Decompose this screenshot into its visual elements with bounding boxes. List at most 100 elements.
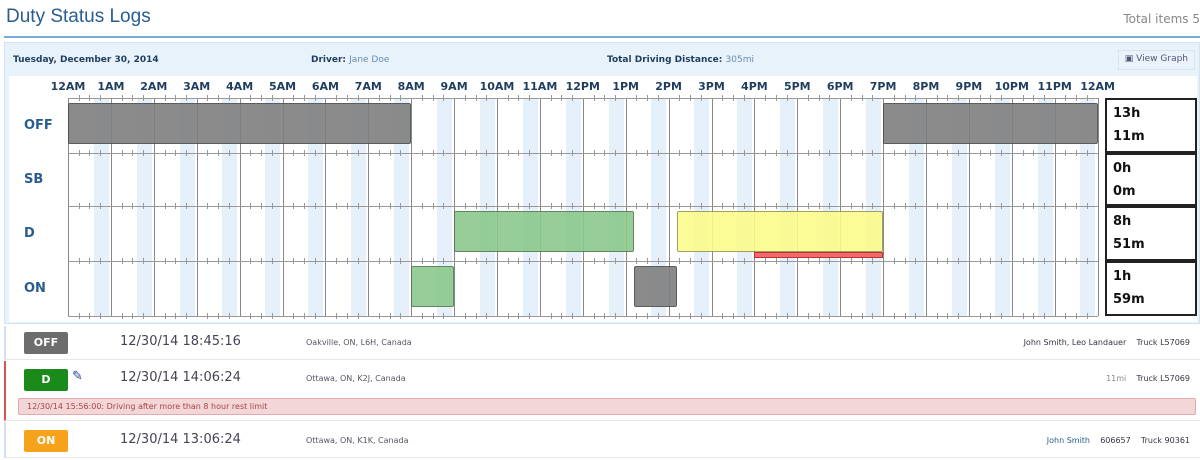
hour-gridline (797, 98, 799, 316)
hour-label: 4AM (226, 80, 254, 93)
row-gridline (68, 153, 1098, 154)
hour-gridline (196, 98, 198, 316)
row-gridline (68, 206, 1098, 207)
total-minutes: 11m (1113, 129, 1145, 144)
status-badge: ON (24, 430, 68, 452)
hour-label: 11PM (1037, 80, 1072, 93)
hour-label: 1PM (612, 80, 640, 93)
row-label-sb: SB (24, 171, 44, 187)
row-gridline (68, 316, 1098, 317)
hour-gridline (968, 98, 970, 316)
view-graph-button[interactable]: ▣ View Graph (1117, 50, 1195, 70)
hour-label: 4PM (741, 80, 768, 93)
hour-gridline (153, 98, 155, 316)
hour-label: 9PM (955, 80, 983, 93)
hour-label: 8PM (912, 80, 940, 93)
total-hours: 1h (1113, 269, 1132, 284)
duty-status-graph: 12AM 1AM 2AM 3AM 4AM 5AM 6AM 7AM 8AM 9AM 10AM 11AM 1… (9, 76, 1197, 322)
log-location: Ottawa, ON, K2J, Canada (306, 374, 406, 383)
status-segment-d (454, 211, 635, 252)
daily-log-panel: Tuesday, December 30, 2014 Driver: Jane … (4, 42, 1200, 324)
total-minutes: 51m (1113, 237, 1145, 252)
log-time: 12/30/14 14:06:24 (120, 370, 241, 385)
hour-gridline (239, 98, 241, 316)
pencil-icon[interactable]: ✎ (72, 369, 83, 384)
driver-name: Jane Doe (349, 55, 390, 65)
log-time: 12/30/14 13:06:24 (120, 432, 241, 447)
log-vehicle: Truck L57069 (1136, 338, 1190, 347)
total-minutes: 59m (1113, 292, 1145, 307)
log-row-off[interactable]: OFF 12/30/14 18:45:16 Oakville, ON, L6H,… (4, 326, 1200, 360)
log-time: 12/30/14 18:45:16 (120, 334, 241, 349)
hour-gridline (110, 98, 112, 316)
half-hour-stripe (565, 98, 581, 316)
hour-gridline (411, 98, 413, 316)
hour-gridline (539, 98, 541, 316)
hour-gridline (754, 98, 756, 316)
title-divider (4, 36, 1200, 38)
total-hours: 0h (1113, 161, 1132, 176)
violation-alert: 12/30/14 15:56:00: Driving after more th… (18, 398, 1196, 415)
row-gridline (68, 98, 1098, 99)
half-hour-stripe (780, 98, 796, 316)
row-total-sb: 0h 0m (1105, 153, 1197, 206)
hour-label: 7AM (354, 80, 382, 93)
total-hours: 8h (1113, 214, 1132, 229)
hour-label: 5AM (268, 80, 297, 93)
hour-gridline (368, 98, 370, 316)
log-date: Tuesday, December 30, 2014 (13, 55, 159, 65)
hour-label: 9AM (440, 80, 468, 93)
page-title: Duty Status Logs (6, 6, 151, 27)
row-gridline (68, 261, 1098, 262)
hour-label: 12AM (1080, 80, 1115, 93)
half-hour-stripe (823, 98, 839, 316)
log-meta: John Smith 606657 Truck 90361 (1047, 436, 1190, 445)
hour-label: 12AM (50, 80, 86, 93)
driver-info: Driver: Jane Doe (311, 55, 389, 65)
status-segment-on (634, 266, 678, 307)
hour-label: 6PM (826, 80, 854, 93)
status-segment-d (677, 211, 884, 252)
log-row-on[interactable]: ON 12/30/14 13:06:24 Ottawa, ON, K1K, Ca… (4, 422, 1200, 458)
hour-label: 1AM (97, 80, 125, 93)
driver-label: Driver: (311, 55, 347, 65)
hour-label: 3PM (698, 80, 725, 93)
view-graph-label: View Graph (1136, 54, 1188, 64)
total-hours: 13h (1113, 106, 1141, 121)
hour-gridline (840, 98, 842, 316)
hour-label: 10PM (994, 80, 1029, 93)
hour-label: 5PM (783, 80, 811, 93)
log-location: Ottawa, ON, K1K, Canada (306, 436, 409, 445)
total-items: Total items 5 (1123, 12, 1200, 26)
distance-info: Total Driving Distance: 305mi (607, 55, 754, 65)
hour-gridline (625, 98, 627, 316)
hour-label: 12PM (565, 80, 600, 93)
hour-label: 3AM (183, 80, 211, 93)
hour-gridline (282, 98, 284, 316)
image-icon: ▣ (1124, 54, 1134, 64)
hour-label: 2AM (140, 80, 168, 93)
log-code: 606657 (1100, 436, 1131, 445)
log-location: Oakville, ON, L6H, Canada (306, 338, 412, 347)
hour-label: 7PM (869, 80, 897, 93)
hour-gridline (582, 98, 584, 316)
total-minutes: 0m (1113, 184, 1136, 199)
log-people: John Smith (1046, 436, 1091, 445)
hour-gridline (711, 98, 713, 316)
hour-label: 2PM (655, 80, 682, 93)
hour-gridline (1054, 98, 1056, 316)
hour-gridline (883, 98, 885, 316)
status-segment-off (68, 103, 412, 144)
violation-bar (754, 252, 884, 258)
row-total-off: 13h 11m (1105, 98, 1197, 153)
hour-gridline (926, 98, 927, 316)
hour-gridline (497, 98, 498, 316)
row-label-on: ON (24, 280, 46, 296)
log-distance: 11mi (1106, 374, 1127, 383)
half-hour-stripe (865, 98, 881, 316)
row-label-off: OFF (24, 117, 53, 133)
hour-label: 6AM (311, 80, 339, 93)
hour-gridline (668, 98, 670, 316)
hour-gridline (325, 98, 327, 316)
status-segment-off (883, 103, 1098, 144)
